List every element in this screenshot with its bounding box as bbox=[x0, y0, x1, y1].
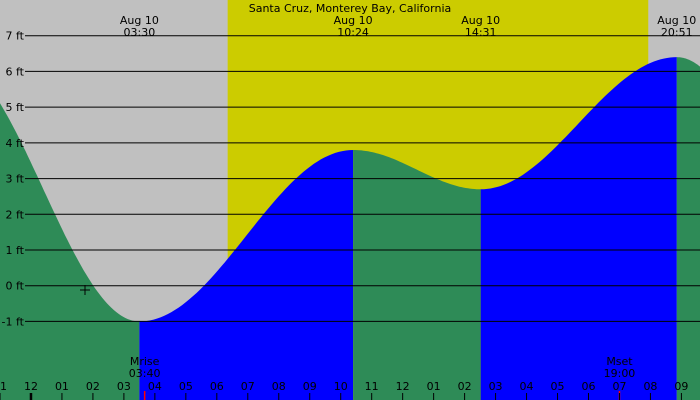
x-tick-label: 11 bbox=[365, 380, 379, 393]
extreme-time-label: 03:30 bbox=[124, 26, 156, 39]
extreme-date-label: Aug 10 bbox=[120, 14, 159, 27]
x-tick-label: 08 bbox=[643, 380, 657, 393]
x-tick-label: 02 bbox=[458, 380, 472, 393]
x-tick-label: 02 bbox=[86, 380, 100, 393]
x-tick-label: 05 bbox=[179, 380, 193, 393]
chart-title: Santa Cruz, Monterey Bay, California bbox=[249, 2, 452, 15]
extreme-time-label: 20:51 bbox=[661, 26, 693, 39]
falling-tide-area bbox=[353, 150, 481, 400]
moon-event-label: Mset bbox=[606, 355, 633, 368]
x-tick-label: 11 bbox=[0, 380, 7, 393]
rising-tide-area bbox=[139, 150, 354, 400]
x-tick-label: 12 bbox=[24, 380, 38, 393]
x-tick-label: 06 bbox=[210, 380, 224, 393]
y-tick-label: 0 ft bbox=[6, 280, 25, 293]
x-tick-label: 05 bbox=[551, 380, 565, 393]
origin-crosshair bbox=[80, 285, 90, 295]
y-tick-label: 2 ft bbox=[6, 208, 25, 221]
y-tick-label: 1 ft bbox=[6, 244, 25, 257]
x-tick-label: 06 bbox=[581, 380, 595, 393]
y-tick-label: 6 ft bbox=[6, 65, 25, 78]
falling-tide-area bbox=[0, 103, 140, 400]
x-tick-label: 12 bbox=[396, 380, 410, 393]
moon-event-label: Mrise bbox=[130, 355, 160, 368]
x-tick-label: 07 bbox=[612, 380, 626, 393]
y-tick-label: -1 ft bbox=[2, 315, 25, 328]
x-tick-label: 07 bbox=[241, 380, 255, 393]
extreme-date-label: Aug 10 bbox=[334, 14, 373, 27]
x-tick-label: 10 bbox=[334, 380, 348, 393]
x-tick-label: 08 bbox=[272, 380, 286, 393]
x-axis-hours: 11 12 01 02 03 04 05 06 07 08 09 10 11 12 01 02 03 04 05 06… bbox=[0, 380, 688, 400]
y-axis-labels: 7 ft 6 ft 5 ft 4 ft 3 ft 2 ft 1 ft 0 ft -1 ft bbox=[2, 30, 25, 329]
x-tick-label: 04 bbox=[520, 380, 534, 393]
x-tick-label: 09 bbox=[674, 380, 688, 393]
extreme-date-label: Aug 10 bbox=[461, 14, 500, 27]
y-tick-label: 7 ft bbox=[6, 30, 25, 43]
grid-lines bbox=[25, 35, 700, 322]
x-tick-label: 01 bbox=[55, 380, 69, 393]
x-tick-label: 09 bbox=[303, 380, 317, 393]
y-tick-label: 5 ft bbox=[6, 101, 25, 114]
moon-event-time: 19:00 bbox=[604, 367, 636, 380]
falling-tide-area bbox=[676, 57, 700, 400]
extreme-time-label: 10:24 bbox=[337, 26, 369, 39]
extreme-time-label: 14:31 bbox=[465, 26, 497, 39]
moon-event-time: 03:40 bbox=[129, 367, 161, 380]
x-tick-label: 03 bbox=[117, 380, 131, 393]
y-tick-label: 3 ft bbox=[6, 173, 25, 186]
y-tick-label: 4 ft bbox=[6, 137, 25, 150]
x-tick-label: 03 bbox=[489, 380, 503, 393]
x-tick-label: 01 bbox=[427, 380, 441, 393]
x-tick-label: 04 bbox=[148, 380, 162, 393]
extreme-date-label: Aug 10 bbox=[657, 14, 696, 27]
